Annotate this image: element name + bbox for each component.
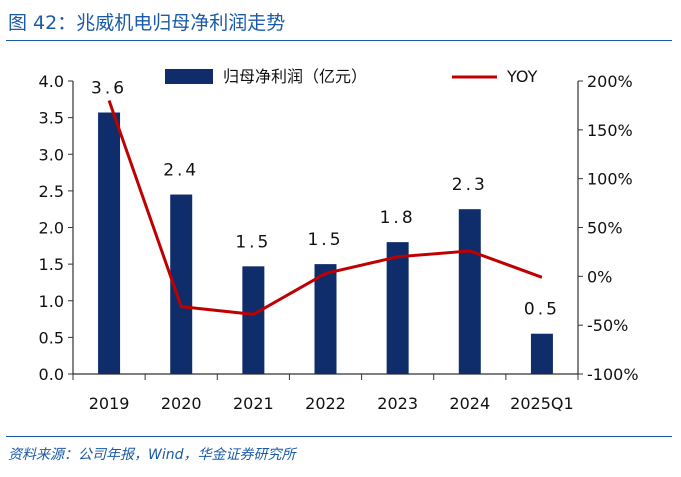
bar-2022 xyxy=(314,264,337,374)
right-tick-label: -100% xyxy=(587,365,639,384)
right-tick-label: 0% xyxy=(587,267,612,286)
left-tick-label: 1.0 xyxy=(39,292,64,311)
bar-data-label: 1.5 xyxy=(235,232,271,252)
bar-2023 xyxy=(386,242,409,374)
bar-2021 xyxy=(242,266,265,374)
left-tick-label: 2.0 xyxy=(39,219,64,238)
bar-2025Q1 xyxy=(530,333,553,374)
bar-data-label: 2.4 xyxy=(163,161,199,181)
legend-bar-swatch xyxy=(165,69,213,84)
bar-data-label: 0.5 xyxy=(524,300,560,320)
right-tick-label: 150% xyxy=(587,121,633,140)
title-divider xyxy=(6,40,672,41)
x-tick-label: 2020 xyxy=(161,394,202,413)
left-tick-label: 2.5 xyxy=(39,182,64,201)
x-tick-label: 2024 xyxy=(449,394,490,413)
right-tick-label: -50% xyxy=(587,316,628,335)
left-tick-label: 0.0 xyxy=(39,365,64,384)
left-tick-label: 1.5 xyxy=(39,255,64,274)
x-tick-label: 2019 xyxy=(89,394,130,413)
right-tick-label: 50% xyxy=(587,219,623,238)
bar-data-label: 3.6 xyxy=(91,78,127,98)
source-note: 资料来源：公司年报，Wind，华金证券研究所 xyxy=(8,447,296,463)
right-tick-label: 200% xyxy=(587,72,633,91)
x-tick-label: 2023 xyxy=(377,394,418,413)
x-tick-label: 2021 xyxy=(233,394,274,413)
bar-data-label: 2.3 xyxy=(452,175,488,195)
x-tick-label: 2022 xyxy=(305,394,346,413)
x-tick-label: 2025Q1 xyxy=(510,394,574,413)
right-tick-label: 100% xyxy=(587,170,633,189)
footer-divider xyxy=(6,436,672,437)
left-tick-label: 0.5 xyxy=(39,328,64,347)
bar-2020 xyxy=(170,194,193,374)
bar-data-label: 1.8 xyxy=(380,208,416,228)
left-tick-label: 4.0 xyxy=(39,72,64,91)
bar-2019 xyxy=(98,112,121,374)
legend-line-label: YOY xyxy=(506,67,538,86)
legend-bar-label: 归母净利润（亿元） xyxy=(223,67,367,86)
left-tick-label: 3.0 xyxy=(39,145,64,164)
left-tick-label: 3.5 xyxy=(39,109,64,128)
bar-data-label: 1.5 xyxy=(307,230,343,250)
bar-2024 xyxy=(458,209,481,374)
chart-title: 图 42：兆威机电归母净利润走势 xyxy=(8,12,286,34)
